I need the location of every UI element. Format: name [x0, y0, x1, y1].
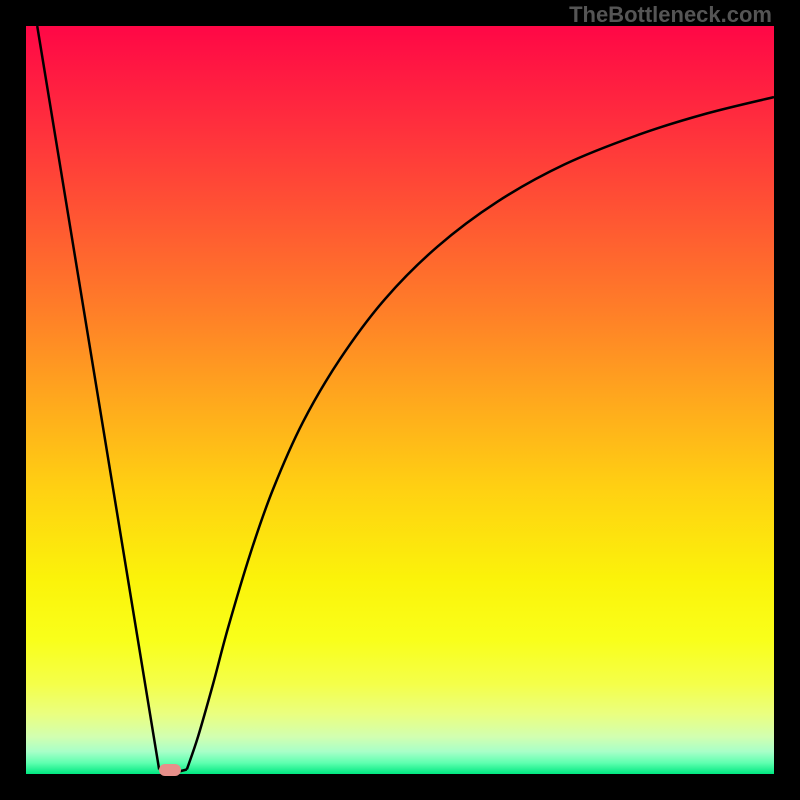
watermark-text: TheBottleneck.com [569, 2, 772, 28]
curve-layer [26, 26, 774, 774]
chart-container: { "watermark": { "text": "TheBottleneck.… [0, 0, 800, 800]
valley-marker [159, 764, 181, 776]
plot-area [26, 26, 774, 774]
left-descending-line [37, 26, 159, 770]
right-rising-curve [187, 97, 774, 769]
